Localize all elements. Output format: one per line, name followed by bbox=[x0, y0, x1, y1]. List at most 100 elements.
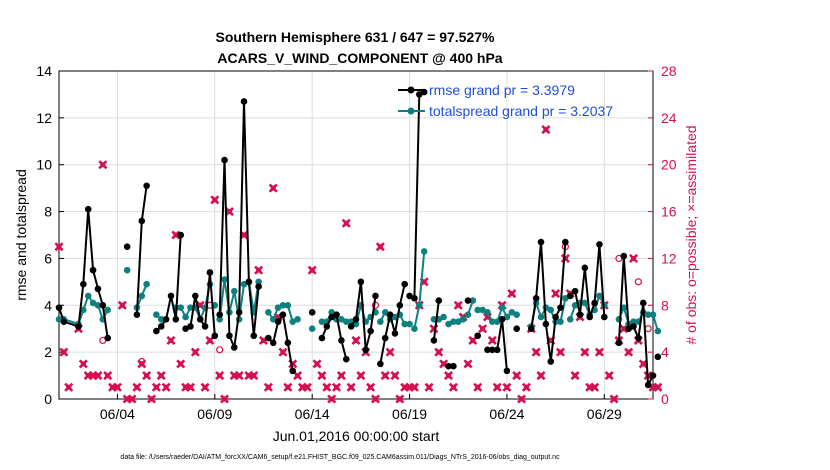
rmse-point bbox=[177, 231, 185, 239]
x-tick-label: 06/24 bbox=[489, 406, 524, 422]
obs-assimilated-marker bbox=[341, 218, 351, 228]
totalspread-point bbox=[654, 327, 662, 335]
obs-assimilated-marker bbox=[268, 183, 278, 193]
rmse-point bbox=[562, 238, 569, 246]
obs-assimilated-marker bbox=[166, 335, 176, 345]
totalspread-point bbox=[342, 318, 350, 325]
y-tick-label: 14 bbox=[36, 63, 52, 79]
rmse-point bbox=[649, 372, 657, 379]
obs-assimilated-marker bbox=[64, 382, 74, 392]
totalspread-point bbox=[596, 292, 603, 300]
y-tick-label: 6 bbox=[44, 250, 52, 266]
obs-assimilated-marker bbox=[487, 335, 497, 345]
totalspread-point bbox=[411, 325, 418, 333]
rmse-point bbox=[493, 346, 501, 354]
rmse-point bbox=[489, 346, 496, 354]
right-axis-label: # of obs: o=possible; ×=assimilated bbox=[683, 125, 699, 344]
rmse-point bbox=[552, 313, 559, 321]
rmse-point bbox=[289, 367, 297, 375]
totalspread-point bbox=[216, 316, 223, 323]
totalspread-point bbox=[318, 318, 326, 325]
rmse-point bbox=[60, 318, 68, 325]
obs-assimilated-marker bbox=[434, 347, 444, 357]
obs-possible-marker bbox=[138, 357, 146, 366]
rmse-point bbox=[230, 344, 238, 351]
x-tick-label: 06/14 bbox=[295, 406, 330, 422]
obs-assimilated-marker bbox=[555, 347, 566, 357]
totalspread-point bbox=[630, 318, 637, 325]
totalspread-point bbox=[230, 287, 238, 295]
rmse-point bbox=[157, 323, 165, 330]
obs-assimilated-marker bbox=[594, 347, 604, 357]
rmse-point bbox=[265, 334, 272, 342]
rmse-point bbox=[235, 309, 243, 316]
rmse-point bbox=[323, 323, 331, 330]
rmse-point bbox=[162, 316, 170, 323]
rmse-point bbox=[430, 337, 438, 344]
rmse-line-segment bbox=[530, 241, 567, 362]
rmse-point bbox=[138, 217, 146, 225]
right-tick-label: 28 bbox=[661, 63, 677, 79]
rmse-point bbox=[89, 266, 97, 274]
obs-possible-marker bbox=[216, 346, 224, 354]
obs-assimilated-marker bbox=[638, 359, 648, 369]
rmse-point bbox=[187, 323, 194, 330]
rmse-point bbox=[216, 311, 223, 318]
obs-assimilated-marker bbox=[468, 335, 478, 345]
obs-assimilated-marker bbox=[215, 371, 225, 381]
obs-assimilated-marker bbox=[200, 382, 210, 392]
rmse-point bbox=[615, 339, 623, 347]
y-axis-label: rmse and totalspread bbox=[13, 169, 29, 301]
x-tick-label: 06/19 bbox=[392, 406, 427, 422]
totalspread-point bbox=[566, 316, 574, 323]
obs-assimilated-marker bbox=[332, 382, 342, 392]
obs-assimilated-marker bbox=[609, 394, 619, 404]
totalspread-point bbox=[265, 309, 272, 316]
obs-assimilated-marker bbox=[224, 207, 234, 217]
obs-possible-marker bbox=[634, 278, 642, 286]
rmse-point bbox=[153, 327, 160, 335]
obs-assimilated-marker bbox=[54, 242, 64, 252]
rmse-point bbox=[284, 339, 292, 347]
obs-assimilated-marker bbox=[521, 382, 531, 392]
totalspread-point bbox=[123, 266, 131, 274]
rmse-point bbox=[620, 252, 628, 260]
totalspread-point bbox=[279, 301, 287, 309]
obs-assimilated-marker bbox=[624, 347, 634, 357]
obs-assimilated-marker bbox=[117, 300, 127, 310]
rmse-point bbox=[596, 241, 603, 248]
obs-assimilated-marker bbox=[210, 195, 220, 205]
totalspread-point bbox=[498, 304, 506, 311]
obs-assimilated-marker bbox=[312, 359, 322, 369]
totalspread-point bbox=[187, 304, 194, 311]
y-tick-label: 2 bbox=[44, 344, 52, 360]
rmse-line-segment bbox=[617, 256, 654, 389]
rmse-point bbox=[635, 334, 642, 342]
series-lines bbox=[55, 88, 662, 389]
totalspread-point bbox=[464, 311, 472, 318]
y-tick-label: 12 bbox=[36, 110, 52, 126]
rmse-point bbox=[99, 301, 107, 309]
rmse-point bbox=[104, 334, 111, 342]
rmse-point bbox=[357, 278, 365, 286]
obs-assimilated-marker bbox=[220, 394, 230, 404]
obs-assimilated-marker bbox=[336, 371, 346, 381]
rmse-point bbox=[498, 316, 506, 323]
obs-assimilated-marker bbox=[375, 242, 385, 252]
totalspread-point bbox=[221, 276, 228, 283]
obs-assimilated-marker bbox=[351, 335, 361, 345]
obs-assimilated-marker bbox=[409, 382, 419, 392]
obs-assimilated-marker bbox=[395, 394, 405, 404]
rmse-point bbox=[537, 238, 545, 246]
obs-assimilated-marker bbox=[293, 371, 303, 381]
obs-assimilated-marker bbox=[171, 230, 181, 240]
obs-assimilated-marker bbox=[580, 347, 590, 357]
rmse-point bbox=[644, 381, 652, 389]
legend-rmse-label: rmse grand pr = 3.3979 bbox=[429, 82, 575, 98]
rmse-point bbox=[245, 278, 253, 286]
obs-assimilated-marker bbox=[302, 382, 312, 392]
rmse-point bbox=[386, 311, 394, 318]
rmse-line-segment bbox=[569, 244, 606, 318]
totalspread-point bbox=[84, 292, 92, 300]
obs-assimilated-marker bbox=[366, 382, 376, 392]
